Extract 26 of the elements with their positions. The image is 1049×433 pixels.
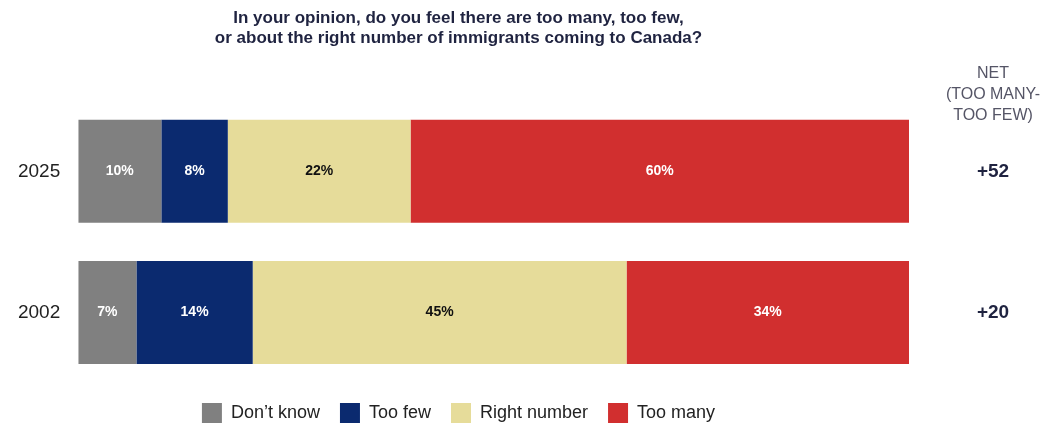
data-label: 45% [425,303,455,320]
bar [252,260,627,364]
data-label: 60% [645,162,675,179]
bar [78,119,162,223]
data-label: 8% [184,162,206,179]
bar [161,119,228,223]
data-label: 10% [105,162,135,179]
data-label: 7% [97,303,119,320]
legend-label: Don’t know [230,401,321,422]
bar [136,260,253,364]
bar [78,260,137,364]
y-tick-label: 2002 [17,300,61,322]
data-label: 22% [305,162,334,179]
data-label: 34% [753,303,783,320]
legend-label: Right number [479,401,589,422]
bar [410,119,909,223]
bar [626,260,909,364]
text: +52 [976,159,1010,181]
y-tick-label: 2025 [17,159,61,181]
data-label: 14% [180,303,210,320]
legend-label: Too few [368,401,432,422]
legend-label: Too many [637,401,716,422]
text: NET (TOO MANY- TOO FEW) [945,64,1041,124]
bar [227,119,411,223]
chart-title: In your opinion, do you feel there are too many, too few, or about the right number of immigrants coming to Canada? [214,7,703,48]
text: +20 [976,300,1010,322]
